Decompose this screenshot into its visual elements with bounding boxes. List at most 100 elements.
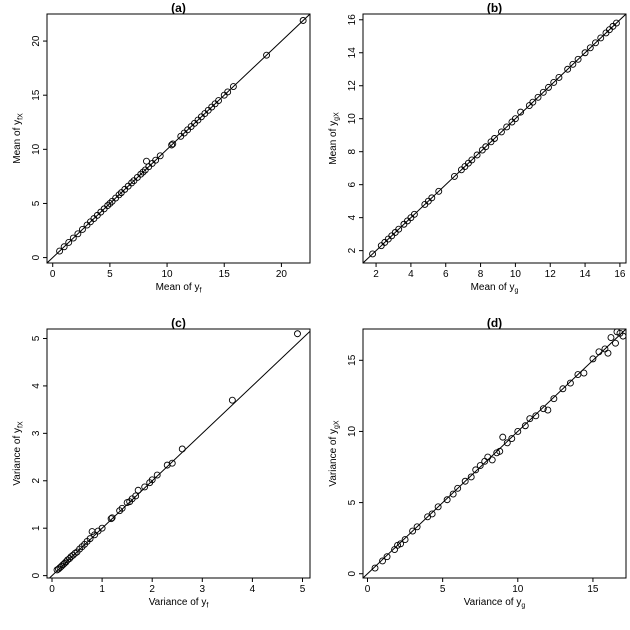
chart1-point-0 xyxy=(369,250,377,258)
chart1-point-36 xyxy=(555,74,563,81)
chart0-ytick-label-2: 10 xyxy=(31,143,42,155)
chart2-point-21 xyxy=(98,524,106,532)
chart1-point-42 xyxy=(592,39,599,47)
chart3-point-23 xyxy=(496,447,504,455)
chart2-title: (c) xyxy=(171,316,186,330)
chart0-point-1 xyxy=(60,243,68,251)
chart2-point-38 xyxy=(228,396,236,404)
chart3-ylabel: Variance of ygX xyxy=(328,420,341,487)
chart2-xlabel: Variance of yf xyxy=(149,597,209,610)
chart1-point-19 xyxy=(468,156,476,164)
chart3-xtick-label-1: 5 xyxy=(440,584,446,595)
chart1-point-41 xyxy=(586,44,594,52)
chart3-reference-line xyxy=(363,329,626,578)
chart1-point-24 xyxy=(491,135,498,142)
chart0-point-12 xyxy=(104,202,112,210)
chart2-point-34 xyxy=(153,471,161,479)
chart3-ytick-label-3: 15 xyxy=(347,354,358,366)
chart3-point-31 xyxy=(539,405,547,413)
chart1-ylabel: Mean of ygX xyxy=(328,112,341,165)
chart2-point-25 xyxy=(118,504,126,512)
chart1-point-32 xyxy=(534,93,542,101)
chart1-plot-frame xyxy=(362,13,627,264)
chart3-xtick-label-3: 15 xyxy=(587,584,599,595)
chart3-point-35 xyxy=(566,379,574,387)
chart3-point-38 xyxy=(589,355,597,363)
chart3-ytick-label-1: 5 xyxy=(347,499,358,505)
chart2-ytick-label-0: 0 xyxy=(31,572,42,578)
chart0-point-3 xyxy=(69,234,77,242)
panel-b: 2 4 6 8 10 12 14 16 2 4 6 8 10 12 14 16 (b) Mean of yg Mea… xyxy=(328,1,627,295)
chart2-point-33 xyxy=(148,476,156,484)
chart1-point-40 xyxy=(581,49,589,57)
chart1-xtick-label-5: 12 xyxy=(545,269,557,280)
chart2-reference-line xyxy=(48,330,310,578)
chart1-ytick-label-4: 10 xyxy=(347,113,358,125)
chart1-point-29 xyxy=(517,108,525,116)
chart1-point-10 xyxy=(410,210,418,218)
chart0-plot-frame xyxy=(46,13,311,264)
chart2-point-31 xyxy=(141,483,149,491)
chart3-point-20 xyxy=(484,453,492,461)
chart1-point-33 xyxy=(539,88,547,96)
chart0-point-20 xyxy=(128,179,136,187)
chart0-point-24 xyxy=(139,168,147,176)
chart0-point-44 xyxy=(215,97,222,105)
chart3-point-24 xyxy=(499,433,507,441)
chart0-point-29 xyxy=(152,156,160,164)
chart0-point-2 xyxy=(65,238,73,246)
chart0-point-46 xyxy=(224,88,232,96)
chart2-point-37 xyxy=(178,445,186,453)
chart3-point-2 xyxy=(383,553,391,561)
chart3-point-39 xyxy=(595,348,603,356)
chart2-xtick-label-1: 1 xyxy=(99,584,105,595)
chart1-title: (b) xyxy=(487,1,502,15)
chart1-point-43 xyxy=(597,34,605,42)
chart0-xtick-label-0: 0 xyxy=(50,269,56,280)
chart3-point-18 xyxy=(476,462,484,470)
chart3-point-6 xyxy=(401,536,409,544)
chart1-ytick-label-0: 2 xyxy=(347,247,358,253)
chart2-point-14 xyxy=(78,543,86,551)
chart2-ytick-label-1: 1 xyxy=(31,525,42,531)
chart3-point-25 xyxy=(503,439,511,447)
chart1-point-28 xyxy=(511,115,519,123)
chart3-point-5 xyxy=(397,540,405,548)
chart2-point-29 xyxy=(132,492,140,500)
chart1-point-39 xyxy=(574,55,582,63)
chart0-ytick-label-0: 0 xyxy=(31,254,42,260)
chart0-ytick-label-4: 20 xyxy=(31,35,42,47)
chart0-xtick-label-1: 5 xyxy=(107,269,113,280)
chart1-point-20 xyxy=(473,151,481,159)
chart3-xtick-label-2: 10 xyxy=(512,584,524,595)
chart2-xtick-label-0: 0 xyxy=(49,584,55,595)
chart1-ytick-label-1: 4 xyxy=(347,214,358,220)
chart2-xtick-label-5: 5 xyxy=(300,584,306,595)
chart1-xtick-label-7: 16 xyxy=(614,269,626,280)
chart1-point-38 xyxy=(569,60,577,68)
chart0-point-47 xyxy=(229,83,237,90)
chart1-point-34 xyxy=(545,83,552,91)
chart3-point-26 xyxy=(508,435,516,443)
chart2-point-39 xyxy=(294,330,301,338)
chart1-xtick-label-3: 8 xyxy=(478,269,484,280)
chart0-xtick-label-3: 15 xyxy=(219,269,231,280)
chart1-ytick-label-5: 12 xyxy=(347,80,358,92)
chart3-xlabel: Variance of yg xyxy=(464,597,526,610)
chart3-point-28 xyxy=(521,422,529,430)
chart1-ytick-label-7: 16 xyxy=(347,14,358,26)
chart0-ytick-label-1: 5 xyxy=(31,200,42,206)
chart0-title: (a) xyxy=(171,1,186,15)
chart0-point-5 xyxy=(78,225,86,233)
chart3-point-42 xyxy=(607,334,615,341)
chart2-xtick-label-4: 4 xyxy=(250,584,256,595)
panel-d: 0 5 10 15 0 5 10 15 (d) Variance of yg Variance of… xyxy=(328,316,627,610)
chart1-xtick-label-1: 4 xyxy=(408,269,414,280)
chart3-point-21 xyxy=(488,456,496,464)
chart3-point-45 xyxy=(619,332,627,340)
chart3-point-33 xyxy=(550,395,558,403)
chart0-xtick-label-4: 20 xyxy=(276,269,288,280)
chart0-ytick-label-3: 15 xyxy=(31,89,42,101)
chart2-point-13 xyxy=(76,545,84,553)
